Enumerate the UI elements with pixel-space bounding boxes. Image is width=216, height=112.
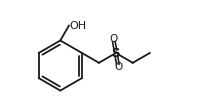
Text: O: O <box>114 62 122 72</box>
Text: OH: OH <box>70 21 87 31</box>
Text: S: S <box>112 46 120 59</box>
Text: O: O <box>109 34 118 44</box>
